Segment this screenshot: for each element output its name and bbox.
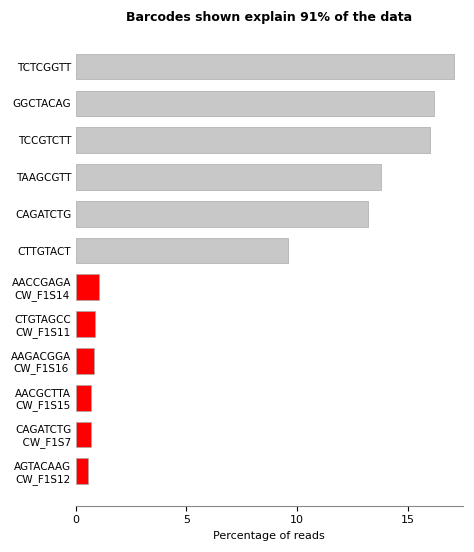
Bar [75, 348, 94, 374]
Bar [75, 422, 91, 447]
Title: Barcodes shown explain 91% of the data: Barcodes shown explain 91% of the data [126, 11, 412, 24]
Bar [75, 458, 88, 484]
Bar [75, 385, 91, 411]
Bar [75, 311, 95, 337]
Bar [75, 128, 430, 153]
X-axis label: Percentage of reads: Percentage of reads [213, 531, 325, 541]
Bar [75, 54, 454, 79]
Bar [75, 201, 368, 227]
Bar [75, 274, 99, 300]
Bar [75, 164, 381, 190]
Bar [75, 238, 288, 263]
Bar [75, 91, 434, 116]
